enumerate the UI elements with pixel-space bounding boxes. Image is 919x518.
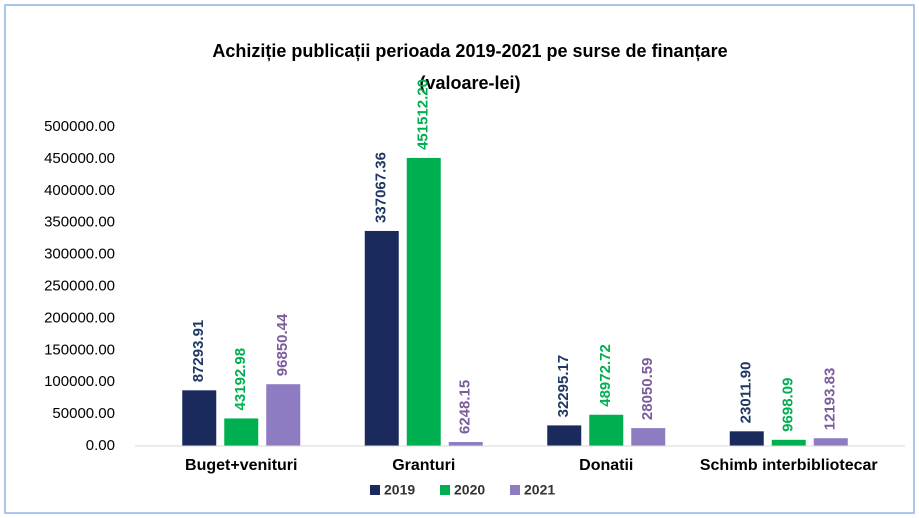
y-tick-label: 350000.00: [44, 214, 115, 231]
data-label: 43192.98: [232, 348, 249, 411]
y-tick-label: 200000.00: [44, 309, 115, 326]
chart-title: (valoare-lei): [419, 73, 520, 93]
y-tick-label: 450000.00: [44, 150, 115, 167]
data-label: 9698.09: [780, 378, 797, 432]
y-tick-label: 100000.00: [44, 373, 115, 390]
legend-label: 2019: [384, 482, 415, 498]
data-label: 6248.15: [457, 380, 474, 434]
bar: [224, 418, 259, 446]
chart-title: Achiziție publicații perioada 2019-2021 …: [212, 41, 727, 61]
y-tick-label: 50000.00: [52, 405, 115, 422]
y-tick-label: 400000.00: [44, 182, 115, 199]
bar: [813, 438, 848, 446]
data-label: 23011.90: [738, 362, 755, 424]
bar: [771, 439, 806, 446]
legend-swatch: [370, 485, 380, 495]
x-tick-label: Schimb interbibliotecar: [700, 457, 878, 474]
x-tick-label: Donatii: [579, 457, 633, 474]
x-tick-label: Granturi: [392, 457, 455, 474]
legend-swatch: [510, 485, 520, 495]
data-label: 87293.91: [190, 320, 207, 383]
bar: [589, 414, 624, 446]
data-label: 32295.17: [555, 355, 572, 418]
bar: [448, 442, 483, 446]
bar: [182, 390, 217, 446]
y-tick-label: 150000.00: [44, 341, 115, 358]
data-label: 96850.44: [274, 313, 291, 376]
bar: [364, 230, 399, 446]
y-tick-label: 500000.00: [44, 118, 115, 135]
legend-label: 2021: [524, 482, 555, 498]
chart-border: [4, 4, 915, 514]
y-tick-label: 250000.00: [44, 277, 115, 294]
y-tick-label: 0.00: [86, 437, 115, 454]
bar: [729, 431, 764, 446]
data-label: 48972.72: [597, 344, 614, 407]
bar: [631, 428, 666, 446]
bar: [547, 425, 582, 446]
bar: [406, 157, 441, 446]
data-label: 12193.83: [822, 368, 839, 431]
data-label: 28050.59: [639, 358, 656, 421]
y-tick-label: 300000.00: [44, 246, 115, 263]
data-label: 337067.36: [373, 152, 390, 223]
data-label: 451512.20: [415, 79, 432, 150]
legend-label: 2020: [454, 482, 485, 498]
legend-swatch: [440, 485, 450, 495]
bar: [266, 384, 301, 446]
x-tick-label: Buget+venituri: [185, 457, 297, 474]
